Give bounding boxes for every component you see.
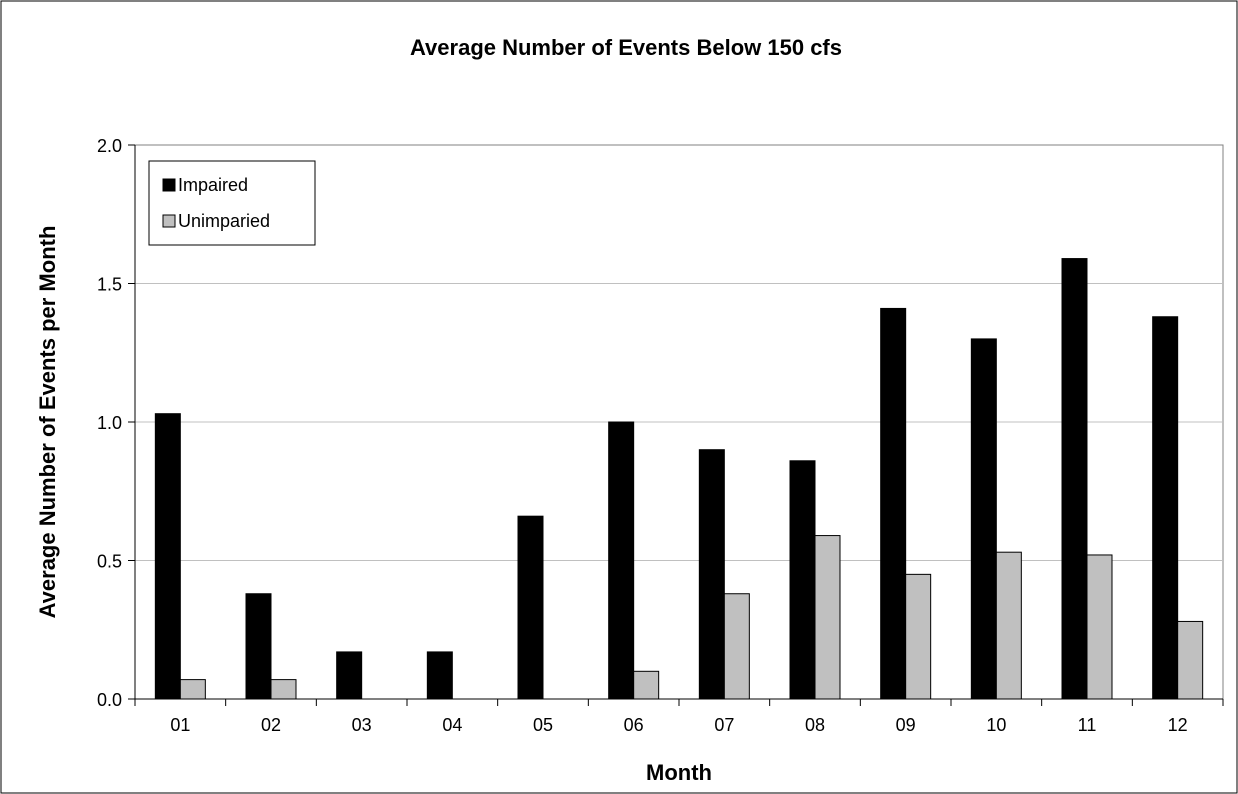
bar-unimpaired (633, 670, 660, 700)
bar-impaired (154, 413, 181, 700)
bar-impaired (789, 460, 816, 700)
x-tick-label: 02 (261, 715, 281, 735)
y-tick-label: 0.5 (97, 552, 122, 572)
bar-unimpaired (814, 535, 841, 700)
bar-unimpaired (723, 593, 750, 700)
y-tick-label: 1.5 (97, 275, 122, 295)
axes: 0.0 0.5 1.0 1.5 2.0 01 02 03 04 05 06 07 08 09 10 11 12 (97, 136, 1224, 735)
legend: Impaired Unimparied (148, 160, 316, 246)
bar-impaired (1152, 316, 1179, 700)
bar-impaired (245, 593, 272, 700)
x-tick-label: 11 (1078, 715, 1097, 735)
bar-unimpaired (1086, 554, 1113, 700)
legend-box (148, 160, 316, 246)
bar-impaired (608, 421, 635, 700)
legend-swatch (162, 214, 176, 228)
y-tick-label: 0.0 (97, 690, 122, 710)
bar-impaired (1061, 258, 1088, 700)
x-tick-label: 05 (533, 715, 553, 735)
bar-impaired (880, 307, 907, 700)
bar-unimpaired (179, 679, 206, 700)
x-tick-label: 12 (1168, 715, 1188, 735)
legend-label: Impaired (178, 175, 248, 195)
bar-impaired (517, 515, 544, 700)
chart-title: Average Number of Events Below 150 cfs (410, 35, 842, 60)
legend-label: Unimparied (178, 211, 270, 231)
x-tick-label: 07 (714, 715, 734, 735)
bar-unimpaired (905, 573, 932, 700)
y-tick-label: 2.0 (97, 136, 122, 156)
x-tick-label: 08 (805, 715, 825, 735)
x-tick-label: 10 (986, 715, 1006, 735)
bar-impaired (698, 449, 725, 700)
bar-impaired (336, 651, 363, 700)
x-tick-label: 06 (624, 715, 644, 735)
x-tick-label: 09 (896, 715, 916, 735)
bars (154, 258, 1204, 700)
x-tick-label: 04 (442, 715, 462, 735)
gridlines (135, 283, 1223, 561)
bar-unimpaired (1177, 620, 1204, 700)
bar-unimpaired (270, 679, 297, 700)
x-tick-label: 01 (170, 715, 190, 735)
y-tick-label: 1.0 (97, 413, 122, 433)
legend-swatch (162, 178, 176, 192)
x-tick-label: 03 (352, 715, 372, 735)
x-axis-title: Month (646, 760, 712, 785)
bar-unimpaired (995, 551, 1022, 700)
bar-impaired (970, 338, 997, 700)
bar-impaired (426, 651, 453, 700)
y-axis-title: Average Number of Events per Month (35, 226, 60, 619)
